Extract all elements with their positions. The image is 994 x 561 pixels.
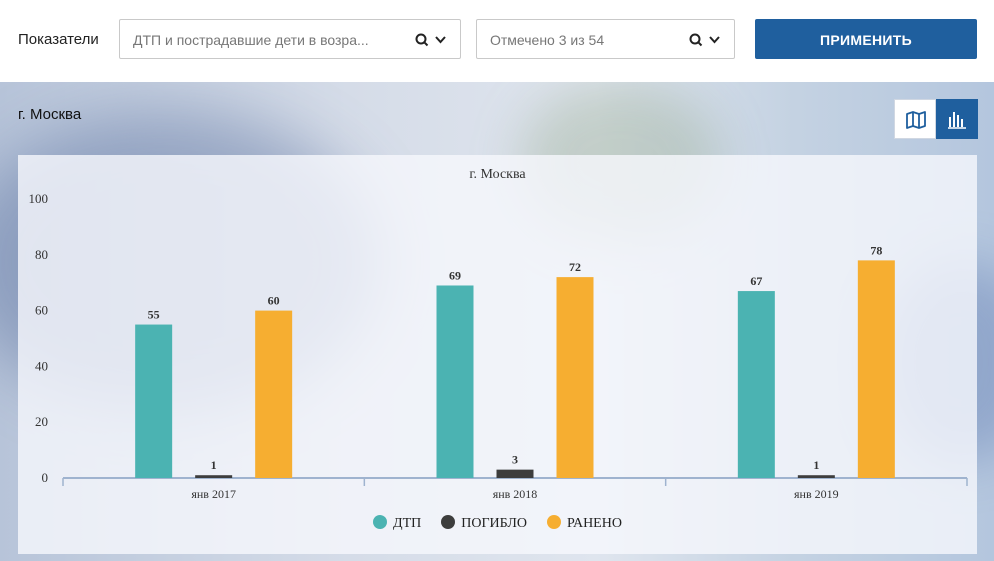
legend-marker-icon [373, 515, 388, 529]
x-category-label: янв 2018 [493, 487, 538, 501]
apply-button[interactable]: ПРИМЕНИТЬ [755, 19, 977, 59]
y-tick-label: 40 [35, 358, 48, 373]
filter-bar: Показатели ДТП и пострадавшие дети в воз… [0, 0, 994, 82]
bar[interactable] [436, 285, 474, 478]
map-icon [906, 111, 926, 129]
chart-panel: г. Москва 0 20 40 60 80 100 55 1 60 69 3 72 67 1 78 я… [18, 155, 977, 554]
map-view-button[interactable] [894, 99, 936, 139]
legend-item[interactable]: РАНЕНО [546, 515, 622, 532]
legend-marker-icon [546, 515, 561, 529]
y-tick-label: 80 [35, 247, 48, 262]
bar[interactable] [797, 475, 835, 478]
bar[interactable] [195, 475, 233, 478]
indicator-select-value: ДТП и пострадавшие дети в возра... [133, 32, 369, 48]
indicator-select[interactable]: ДТП и пострадавшие дети в возра... [119, 19, 461, 59]
search-icon[interactable] [415, 33, 429, 47]
bar-data-label: 78 [870, 243, 882, 257]
chart-view-button[interactable] [936, 99, 978, 139]
bar-data-label: 60 [268, 294, 280, 308]
bar-data-label: 69 [449, 268, 461, 282]
bar[interactable] [737, 291, 775, 478]
legend-label: РАНЕНО [566, 516, 622, 531]
bar-data-label: 72 [569, 260, 581, 274]
chevron-down-icon[interactable] [435, 36, 446, 44]
bar-data-label: 55 [148, 308, 160, 322]
chevron-down-icon[interactable] [709, 36, 720, 44]
bar[interactable] [857, 260, 895, 478]
bar[interactable] [255, 310, 293, 478]
marked-select[interactable]: Отмечено 3 из 54 [476, 19, 735, 59]
x-category-label: янв 2017 [191, 487, 236, 501]
chart-title: г. Москва [469, 167, 526, 182]
legend-label: ПОГИБЛО [461, 516, 527, 531]
bar[interactable] [496, 469, 534, 478]
indicators-label: Показатели [18, 31, 99, 48]
bar-data-label: 1 [813, 458, 819, 472]
bar[interactable] [135, 324, 173, 478]
x-category-label: янв 2019 [794, 487, 839, 501]
marked-select-value: Отмечено 3 из 54 [490, 32, 605, 48]
y-tick-label: 0 [42, 470, 49, 485]
bar-data-label: 1 [211, 458, 217, 472]
y-tick-label: 60 [35, 303, 48, 318]
legend-label: ДТП [393, 516, 422, 531]
legend-item[interactable]: ПОГИБЛО [441, 515, 527, 532]
y-tick-label: 100 [29, 191, 49, 206]
legend-marker-icon [441, 515, 456, 529]
search-icon[interactable] [689, 33, 703, 47]
bar[interactable] [556, 277, 594, 478]
bar-data-label: 67 [750, 274, 762, 288]
y-tick-label: 20 [35, 414, 48, 429]
region-title: г. Москва [18, 106, 82, 123]
legend-item[interactable]: ДТП [373, 515, 421, 532]
bar-chart-icon [948, 112, 966, 129]
chart-legend: ДТП ПОГИБЛО РАНЕНО [18, 515, 977, 532]
bar-data-label: 3 [512, 453, 518, 467]
bar-chart: г. Москва 0 20 40 60 80 100 55 1 60 69 3 72 67 1 78 я… [29, 167, 968, 501]
